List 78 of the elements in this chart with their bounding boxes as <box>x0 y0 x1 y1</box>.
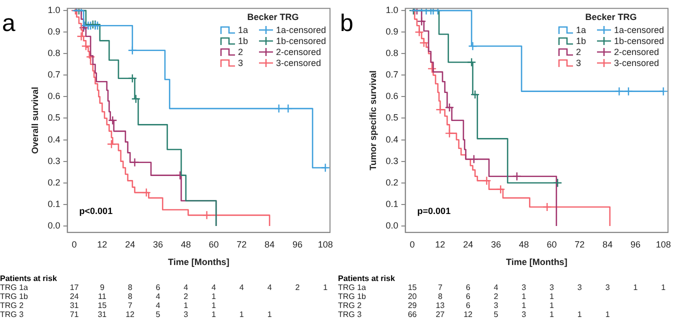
legend-label: 1b-censored <box>276 36 326 46</box>
text: TRG 1b 24 11 8 4 2 1 <box>0 292 216 301</box>
x-tick-label: 96 <box>630 239 640 250</box>
y-tick-label: 0.1 <box>386 198 398 209</box>
y-tick-label: 0.3 <box>48 156 60 166</box>
y-tick-label: 0.0 <box>386 220 398 230</box>
text: TRG 2 31 15 7 4 1 1 <box>0 301 216 310</box>
annotation: p<0.001 <box>79 206 113 216</box>
y-tick-label: 0.3 <box>386 156 398 166</box>
x-tick-label: 96 <box>292 239 302 250</box>
legend-label: 3-censored <box>276 58 321 68</box>
legend-label: 1a <box>576 24 586 35</box>
x-axis-title: Time [Months] <box>506 257 568 268</box>
x-tick-label: 48 <box>518 239 529 250</box>
x-tick-label: 0 <box>72 239 77 250</box>
y-tick-label: 0.2 <box>48 177 60 188</box>
y-tick-label: 0.2 <box>386 177 398 188</box>
text: Patients at risk <box>0 274 57 283</box>
y-tick-label: 0.7 <box>386 70 398 80</box>
x-tick-label: 24 <box>125 239 136 250</box>
x-tick-label: 0 <box>410 239 415 250</box>
legend-label: 2 <box>576 46 581 57</box>
y-tick-label: 0.1 <box>48 198 60 209</box>
chart-title: a <box>2 10 16 38</box>
annotation: p=0.001 <box>417 206 451 216</box>
y-axis-title: Overall survival <box>30 86 40 154</box>
y-tick-label: 0.9 <box>48 26 60 37</box>
legend-label: 3-censored <box>614 58 659 68</box>
x-tick-label: 24 <box>463 239 474 250</box>
x-tick-label: 72 <box>574 239 585 250</box>
legend-label: 1b <box>238 36 248 46</box>
x-tick-label: 12 <box>97 239 108 250</box>
x-tick-label: 108 <box>656 239 671 250</box>
legend-label: 2-censored <box>614 46 659 57</box>
x-tick-label: 36 <box>152 239 163 250</box>
x-axis-title: Time [Months] <box>168 257 230 268</box>
y-tick-label: 0.5 <box>386 112 398 123</box>
legend-label: 2-censored <box>276 46 321 57</box>
legend-label: 1b <box>576 36 586 46</box>
text: TRG 3 66 27 12 5 3 1 1 1 <box>338 310 610 319</box>
text: TRG 1a 17 9 8 6 4 4 4 4 2 1 <box>0 283 328 292</box>
y-tick-label: 0.8 <box>386 48 398 58</box>
legend-title: Becker TRG <box>584 12 638 22</box>
legend-label: 3 <box>238 58 243 68</box>
legend-label: 3 <box>576 58 581 68</box>
y-tick-label: 0.4 <box>386 134 398 144</box>
y-tick-label: 0.6 <box>48 91 60 102</box>
y-axis-title: Tumor specific survival <box>368 70 378 170</box>
y-tick-label: 0.8 <box>48 48 60 58</box>
legend-label: 1b-censored <box>614 36 664 46</box>
text: TRG 1a 15 7 6 4 3 3 3 3 1 1 <box>338 283 666 292</box>
legend-title: Becker TRG <box>246 12 300 22</box>
legend-label: 1a-censored <box>614 24 664 35</box>
y-tick-label: 1.0 <box>48 5 60 16</box>
x-tick-label: 48 <box>180 239 191 250</box>
y-tick-label: 1.0 <box>386 5 398 16</box>
chart-title: b <box>340 10 354 38</box>
y-tick-label: 0.7 <box>48 70 60 80</box>
y-tick-label: 0.5 <box>48 112 60 123</box>
y-tick-label: 0.6 <box>386 91 398 102</box>
x-tick-label: 60 <box>208 239 219 250</box>
x-tick-label: 84 <box>602 239 613 250</box>
y-tick-label: 0.4 <box>48 134 60 144</box>
legend-label: 2 <box>238 46 243 57</box>
x-tick-label: 108 <box>318 239 333 250</box>
x-tick-label: 84 <box>264 239 275 250</box>
text: TRG 1b 20 8 6 2 1 1 <box>338 292 554 301</box>
x-tick-label: 60 <box>546 239 557 250</box>
x-tick-label: 72 <box>236 239 247 250</box>
text: Patients at risk <box>338 274 395 283</box>
x-tick-label: 36 <box>490 239 501 250</box>
legend-label: 1a <box>238 24 248 35</box>
legend-label: 1a-censored <box>276 24 326 35</box>
y-tick-label: 0.0 <box>48 220 60 230</box>
y-tick-label: 0.9 <box>386 26 398 37</box>
text: TRG 2 29 13 6 3 1 1 <box>338 301 554 310</box>
text: TRG 3 71 31 12 5 3 1 1 1 <box>0 310 272 319</box>
x-tick-label: 12 <box>435 239 446 250</box>
